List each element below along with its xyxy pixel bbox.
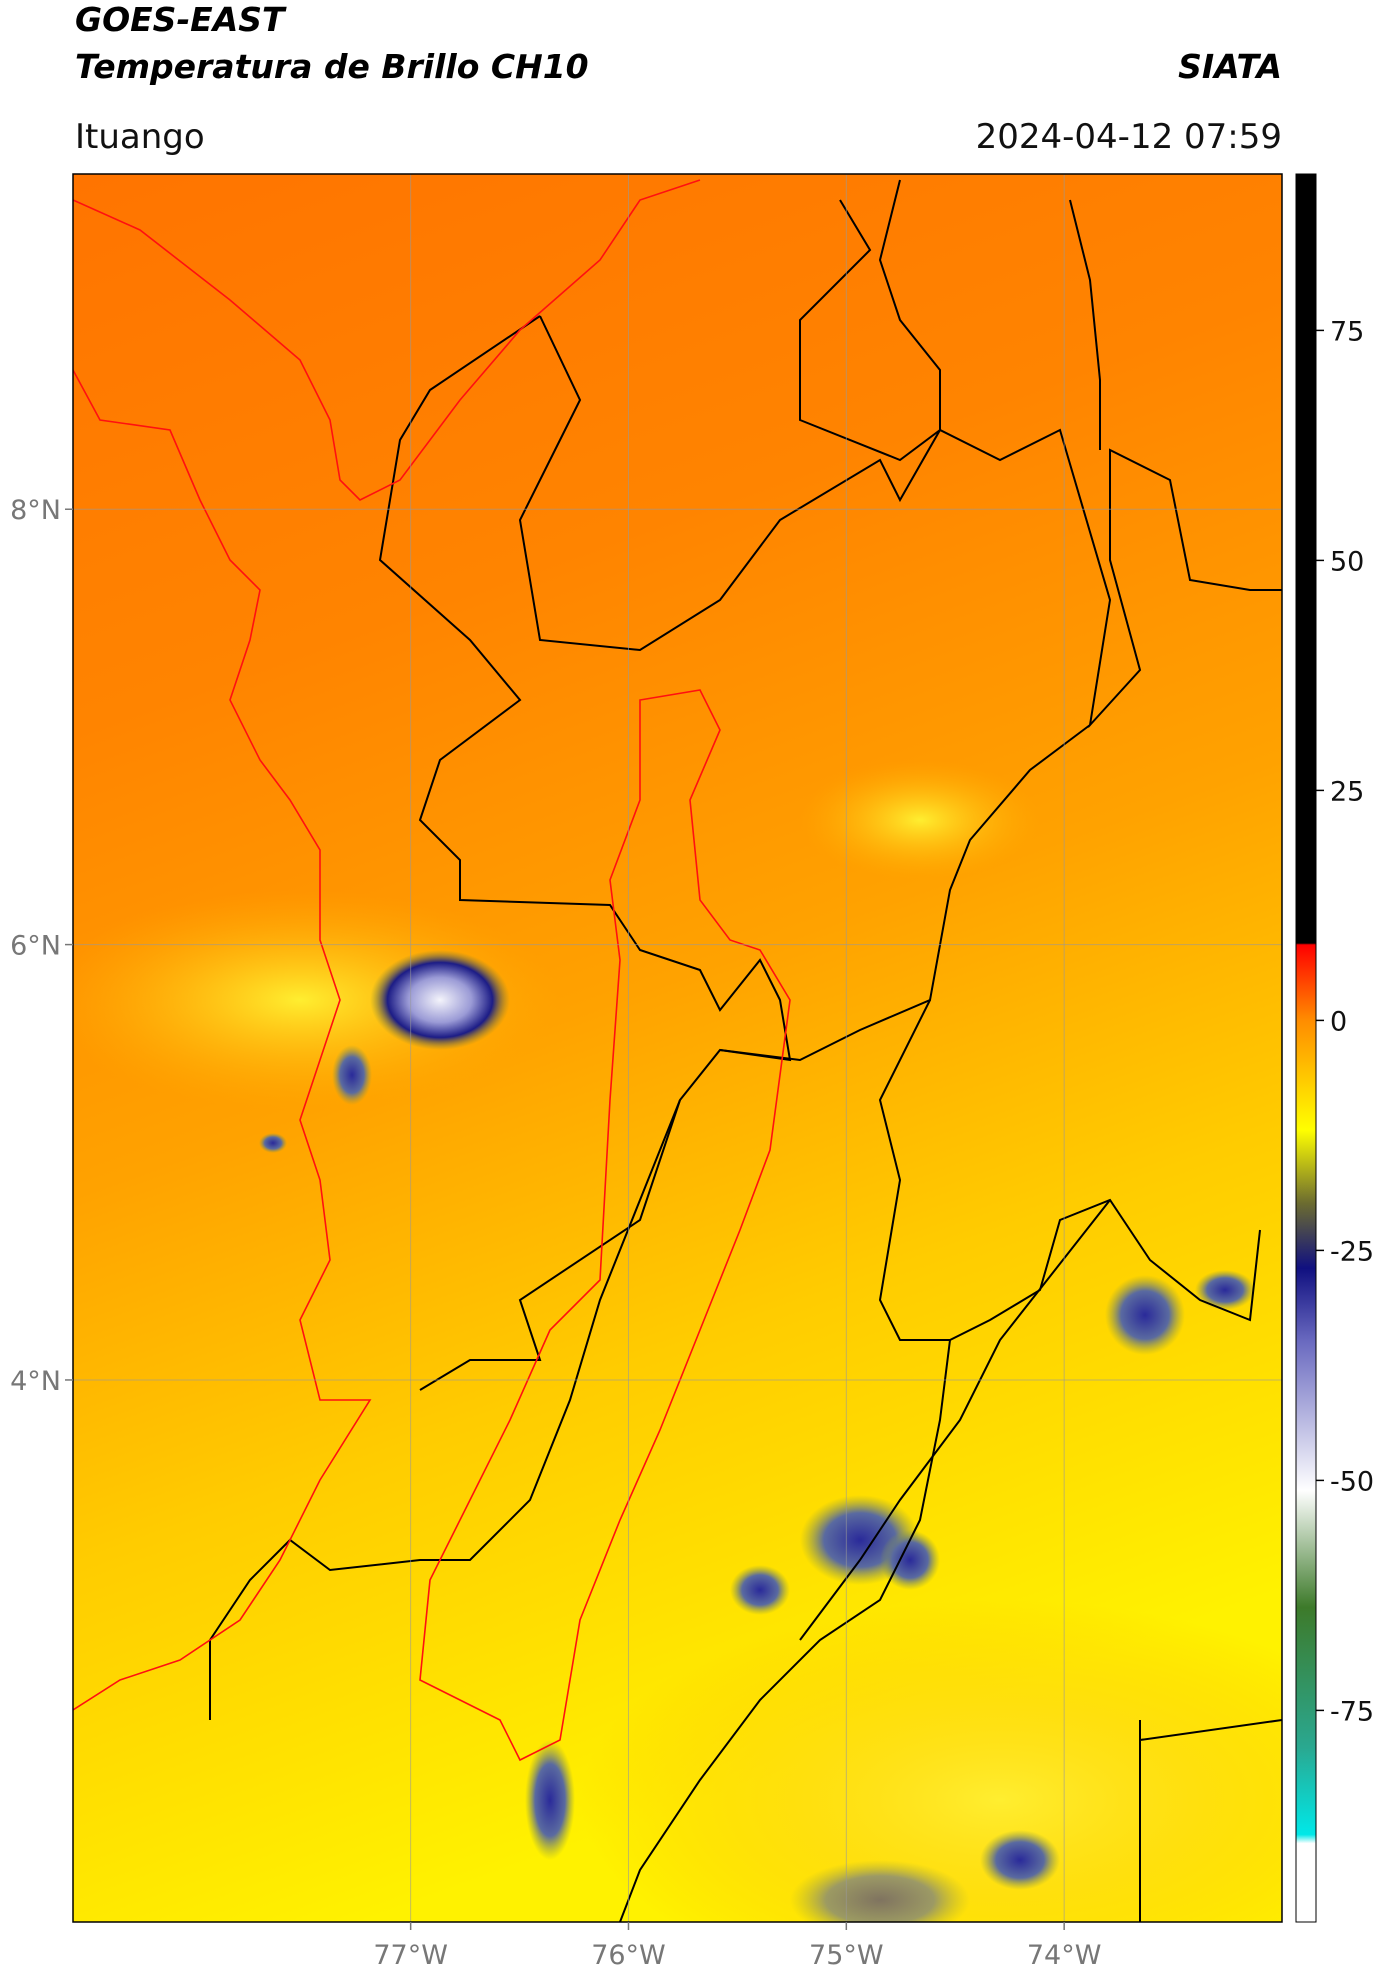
map-frame	[72, 173, 1283, 1923]
axes: 77°W 76°W 75°W 74°W 8°N 6°N 4°N 75 50 25 0 -25 -50 -7…	[10, 316, 1374, 1971]
colorbar-tick-label: 75	[1330, 316, 1364, 347]
x-tick-label: 75°W	[809, 1940, 884, 1971]
cloud	[332, 1045, 372, 1105]
title: GOES-EAST	[75, 0, 287, 39]
cloud	[525, 1740, 575, 1860]
cloud	[980, 1830, 1060, 1890]
warm-area	[800, 760, 1040, 880]
coastline	[73, 179, 791, 1762]
map	[73, 174, 1282, 1922]
y-tick-label: 6°N	[10, 931, 61, 962]
cloud	[370, 950, 510, 1050]
cloud	[790, 1860, 970, 1922]
cloud	[1195, 1270, 1255, 1310]
subtitle: Temperatura de Brillo CH10	[75, 47, 589, 86]
colorbar-tick-label: 25	[1330, 776, 1364, 807]
y-tick-label: 4°N	[10, 1366, 61, 1397]
datetime: 2024-04-12 07:59	[976, 117, 1282, 157]
x-tick-label: 74°W	[1027, 1940, 1102, 1971]
source: SIATA	[1178, 47, 1282, 86]
cloud	[730, 1565, 790, 1615]
x-tick-label: 76°W	[591, 1940, 666, 1971]
y-tick-label: 8°N	[10, 495, 61, 526]
cloud	[259, 1133, 287, 1153]
x-tick-label: 77°W	[373, 1940, 448, 1971]
colorbar-tick-label: -50	[1330, 1466, 1374, 1497]
cloud	[880, 1530, 940, 1590]
colorbar-tick-label: -75	[1330, 1696, 1374, 1727]
graticule	[73, 174, 1282, 1922]
boundaries	[209, 179, 1282, 1922]
colorbar-tick-label: 0	[1330, 1006, 1347, 1037]
warm-area	[580, 1600, 1282, 1922]
colorbar-tick-label: 50	[1330, 546, 1364, 577]
colorbar	[1295, 173, 1317, 1923]
location: Ituango	[75, 117, 205, 157]
cloud	[1105, 1275, 1185, 1355]
colorbar-tick-label: -25	[1330, 1236, 1374, 1267]
